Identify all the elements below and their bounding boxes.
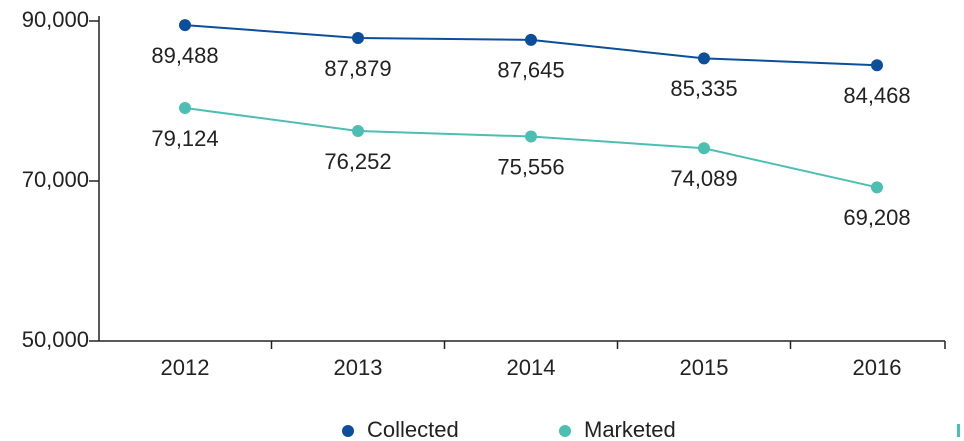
data-label: 87,879 [324, 56, 391, 81]
data-label: 89,488 [151, 43, 218, 68]
data-label: 69,208 [843, 205, 910, 230]
x-tick-label: 2012 [161, 355, 210, 380]
x-tick-label: 2014 [507, 355, 556, 380]
x-tick-label: 2013 [334, 355, 383, 380]
legend-marker [342, 425, 354, 437]
decor-bar [957, 424, 960, 437]
x-tick-label: 2016 [853, 355, 902, 380]
data-point [525, 33, 537, 46]
x-tick-label: 2015 [680, 355, 729, 380]
y-tick-label: 50,000 [22, 327, 89, 352]
data-label: 87,645 [497, 58, 564, 83]
data-point [871, 181, 883, 194]
data-label: 75,556 [497, 154, 564, 179]
data-point [698, 52, 710, 65]
data-label: 79,124 [151, 126, 218, 151]
data-label: 76,252 [324, 149, 391, 174]
y-tick-label: 90,000 [22, 7, 89, 32]
data-point [179, 19, 191, 32]
data-point [871, 59, 883, 72]
data-point [698, 142, 710, 155]
data-point [352, 31, 364, 44]
data-point [179, 102, 191, 115]
data-point [525, 130, 537, 143]
data-label: 74,089 [670, 166, 737, 191]
data-label: 85,335 [670, 76, 737, 101]
y-tick-label: 70,000 [22, 167, 89, 192]
legend-marker [559, 425, 571, 437]
data-label: 84,468 [843, 83, 910, 108]
legend-label: Collected [367, 417, 459, 441]
data-point [352, 124, 364, 137]
legend-label: Marketed [584, 417, 676, 441]
